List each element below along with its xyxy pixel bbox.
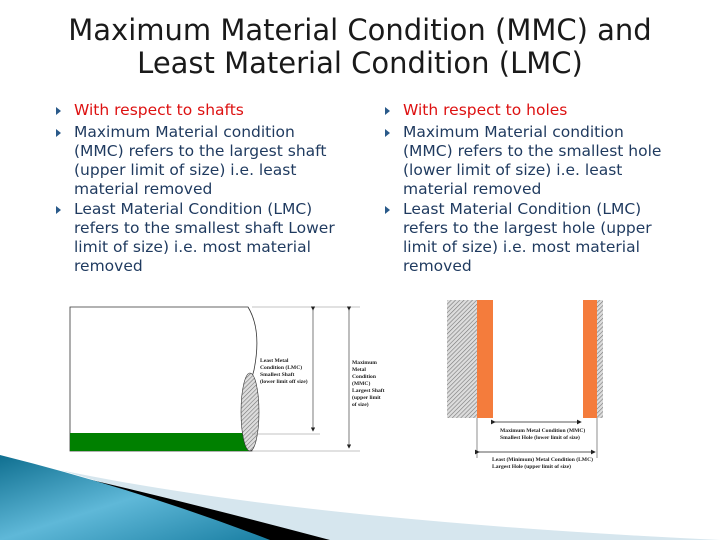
bullet-arrow-icon (385, 206, 390, 214)
bullet-text: Least Material Condition (LMC) refers to… (74, 200, 335, 275)
shaft-lmc-label: Least Metal Condition (LMC) Smallest Sha… (260, 358, 308, 385)
heading-text: With respect to holes (403, 101, 568, 119)
bullet-text: Least Material Condition (LMC) refers to… (403, 200, 652, 275)
shaft-hatched-section (240, 372, 260, 452)
title-line-2: Least Material Condition (LMC) (137, 46, 583, 80)
shaft-body (69, 306, 258, 452)
shafts-column: With respect to shafts Maximum Material … (52, 101, 342, 277)
shaft-mmc-label: Maximum Metal Condition (MMC) Largest Sh… (352, 360, 386, 408)
list-item: Least Material Condition (LMC) refers to… (381, 200, 671, 276)
list-item: Maximum Material condition (MMC) refers … (381, 123, 671, 199)
hole-hatched-left (447, 300, 478, 418)
bullet-text: Maximum Material condition (MMC) refers … (403, 123, 662, 198)
bullet-arrow-icon (56, 129, 61, 137)
list-item: Least Material Condition (LMC) refers to… (52, 200, 342, 276)
bullet-text: Maximum Material condition (MMC) refers … (74, 123, 327, 198)
shafts-heading: With respect to shafts (52, 101, 342, 120)
slide-title: Maximum Material Condition (MMC) and Lea… (0, 14, 720, 80)
bullet-arrow-icon (385, 107, 390, 115)
hole-diagram: Maximum Metal Condition (MMC) Smallest H… (447, 300, 603, 470)
holes-heading: With respect to holes (381, 101, 671, 120)
hole-lmc-label: Least (Minimum) Metal Condition (LMC) La… (492, 456, 594, 470)
holes-column: With respect to holes Maximum Material c… (381, 101, 671, 277)
heading-text: With respect to shafts (74, 101, 244, 119)
bullet-arrow-icon (385, 129, 390, 137)
hole-orange-left (477, 300, 493, 418)
bullet-arrow-icon (56, 206, 61, 214)
hole-hatched-right (597, 300, 603, 418)
shaft-diagram: Least Metal Condition (LMC) Smallest Sha… (69, 306, 386, 452)
bullet-arrow-icon (56, 107, 61, 115)
hole-orange-right (583, 300, 597, 418)
decorative-swoosh (0, 455, 720, 540)
shaft-lmc-band (70, 433, 250, 451)
hole-mmc-label: Maximum Metal Condition (MMC) Smallest H… (500, 427, 587, 441)
title-line-1: Maximum Material Condition (MMC) and (68, 13, 652, 47)
list-item: Maximum Material condition (MMC) refers … (52, 123, 342, 199)
